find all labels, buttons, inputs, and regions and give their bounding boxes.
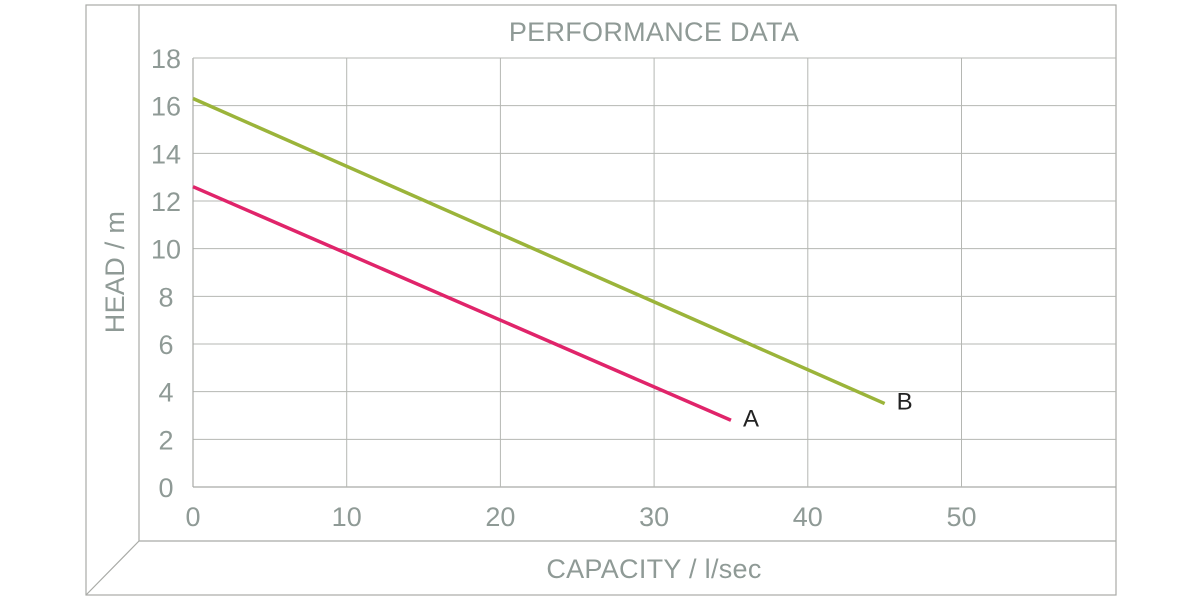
grid-layer	[192, 57, 1116, 488]
x-tick-label-0: 0	[185, 502, 200, 532]
x-tick-label-10: 10	[332, 502, 362, 532]
x-tick-label-30: 30	[639, 502, 669, 532]
y-axis-title: HEAD / m	[100, 211, 130, 333]
x-tick-label-40: 40	[793, 502, 823, 532]
y-tick-label-10: 10	[151, 235, 181, 265]
outer-frame	[85, 4, 1117, 596]
x-tick-label-50: 50	[946, 502, 976, 532]
x-axis-title: CAPACITY / l/sec	[546, 554, 761, 584]
y-tick-label-16: 16	[151, 92, 181, 122]
x-tick-label-20: 20	[485, 502, 515, 532]
series-layer: AB	[192, 96, 913, 432]
y-tick-label-18: 18	[151, 44, 181, 74]
floor-diagonal-edge	[85, 540, 140, 596]
y-tick-label-12: 12	[151, 187, 181, 217]
series-line-A	[192, 185, 732, 422]
series-label-A: A	[743, 405, 759, 432]
y-tick-label-6: 6	[158, 330, 173, 360]
y-tick-label-14: 14	[151, 139, 181, 169]
series-label-B: B	[897, 389, 913, 416]
y-tick-label-8: 8	[158, 282, 173, 312]
tick-label-layer: 0 2 4 6 8 10 12 14 16 18 0 10 20 30 40 50	[151, 44, 977, 532]
y-tick-label-4: 4	[158, 378, 173, 408]
y-tick-label-2: 2	[158, 425, 173, 455]
y-tick-label-0: 0	[158, 473, 173, 503]
chart-frame	[85, 4, 1117, 596]
series-line-B	[192, 96, 886, 406]
chart-title: PERFORMANCE DATA	[509, 17, 799, 47]
